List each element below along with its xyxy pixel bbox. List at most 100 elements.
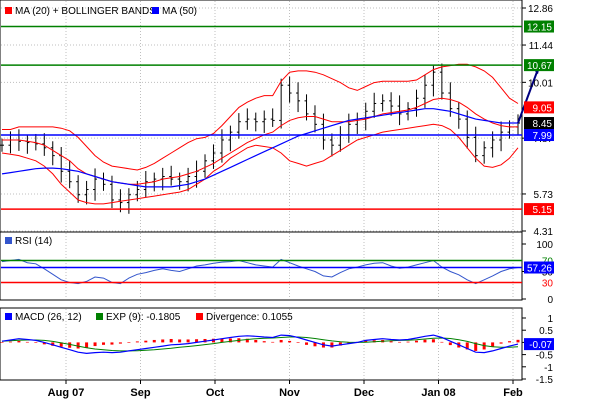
ma20-legend-label: MA (20) + BOLLINGER BANDS — [15, 6, 156, 17]
divergence-bar — [330, 342, 334, 348]
price-legend: MA (20) + BOLLINGER BANDS MA (50) — [5, 6, 197, 17]
price-y-tick-label: 12.86 — [528, 4, 553, 15]
macd-y-tick-label: 0.5 — [539, 326, 553, 337]
divergence-bar — [25, 341, 29, 343]
divergence-bar — [59, 342, 63, 347]
macd-y-tick-label: -1 — [544, 363, 553, 374]
price-level-tag-box — [524, 101, 554, 114]
divergence-bar — [305, 342, 309, 345]
rsi-value-tag-text: 57.26 — [527, 264, 552, 275]
macd-legend-label: MACD (26, 12) — [15, 312, 82, 323]
bollinger-upper-line — [2, 63, 519, 171]
divergence-bar — [220, 338, 224, 343]
ma50-legend-label: MA (50) — [162, 6, 197, 17]
divergence-bar — [152, 339, 156, 343]
divergence-bar — [465, 342, 469, 350]
x-tick-label: Sep — [130, 387, 150, 399]
divergence-bar — [254, 339, 258, 343]
price-y-tick-label: 11.44 — [529, 41, 554, 52]
exp-legend-label: EXP (9): -0.1805 — [106, 312, 181, 323]
divergence-bar — [85, 342, 89, 349]
divergence-bar — [228, 338, 232, 343]
divergence-bar — [389, 341, 393, 343]
macd-legend: MACD (26, 12) EXP (9): -0.1805 Divergenc… — [5, 312, 293, 323]
divergence-bar — [186, 339, 190, 343]
macd-line — [1, 334, 519, 355]
divergence-legend-swatch — [196, 313, 203, 320]
price-level-tag-box — [524, 20, 554, 33]
divergence-bar — [288, 340, 292, 343]
divergence-bar — [313, 342, 317, 347]
divergence-bar — [516, 339, 520, 343]
divergence-bar — [448, 342, 452, 346]
divergence-bar — [431, 339, 435, 343]
ma20-legend-swatch — [5, 7, 12, 14]
rsi-legend: RSI (14) — [5, 236, 52, 247]
price-level-tag-text: 10.67 — [527, 61, 552, 72]
exp-line — [1, 336, 519, 352]
divergence-bar — [144, 340, 148, 343]
x-axis: Aug 07 Sep Oct Nov Dec Jan 08 Feb — [48, 380, 523, 399]
x-tick-label: Oct — [206, 387, 225, 399]
divergence-bar — [93, 342, 97, 347]
divergence-bar — [245, 338, 249, 343]
rsi-legend-label: RSI (14) — [15, 236, 52, 247]
macd-y-tick-label: -1.5 — [536, 375, 554, 386]
x-tick-label: Feb — [503, 387, 523, 399]
price-level-tag-text: 8.45 — [533, 119, 553, 130]
x-tick-label: Nov — [279, 387, 301, 399]
price-level-tag-text: 7.99 — [533, 131, 553, 142]
divergence-bar — [296, 342, 300, 343]
price-level-tag-box — [524, 203, 554, 216]
divergence-legend-label: Divergence: 0.1055 — [206, 312, 293, 323]
divergence-bar — [135, 341, 139, 343]
ma50-line — [1, 108, 518, 188]
price-y-tick-label: 4.31 — [534, 227, 554, 238]
price-level-tag-text: 12.15 — [527, 23, 552, 34]
divergence-bar — [491, 342, 495, 347]
ma50-legend-swatch — [152, 7, 159, 14]
macd-panel: 10.50-0.5-1-1.5-0.07 MACD (26, 12) EXP (… — [0, 307, 554, 386]
divergence-bar — [499, 342, 503, 344]
divergence-bar — [398, 341, 402, 343]
divergence-bar — [279, 339, 283, 343]
divergence-bar — [423, 339, 427, 343]
divergence-bar — [8, 341, 12, 343]
divergence-bar — [508, 341, 512, 343]
divergence-bar — [262, 341, 266, 343]
divergence-bar — [271, 341, 275, 343]
x-tick-label: Dec — [354, 387, 374, 399]
rsi-level-label: 30 — [542, 279, 554, 290]
divergence-bar — [195, 339, 199, 343]
divergence-bar — [42, 342, 46, 345]
macd-y-tick-label: -0.5 — [536, 351, 554, 362]
divergence-bar — [178, 339, 182, 343]
x-tick-label: Aug 07 — [48, 387, 85, 399]
price-level-tag-box — [524, 129, 554, 142]
divergence-bar — [34, 342, 38, 343]
divergence-bar — [161, 339, 165, 343]
divergence-bar — [406, 341, 410, 343]
x-tick-label: Jan 08 — [421, 387, 455, 399]
target-arrow-line — [517, 68, 539, 124]
divergence-bar — [118, 342, 122, 344]
divergence-bar — [110, 342, 114, 345]
price-y-tick-label: 5.73 — [534, 190, 554, 201]
divergence-bar — [17, 340, 21, 343]
rsi-value-tag-box — [524, 261, 554, 274]
price-level-tag-text: 5.15 — [533, 205, 553, 216]
divergence-bar — [68, 342, 72, 348]
divergence-bar — [338, 342, 342, 346]
price-level-tag-text: 9.05 — [533, 103, 553, 114]
price-level-tag-box — [524, 117, 554, 130]
divergence-bar — [414, 340, 418, 343]
macd-value-tag-text: -0.07 — [529, 340, 552, 351]
divergence-bar — [364, 340, 368, 343]
rsi-legend-swatch — [5, 237, 12, 244]
macd-y-tick-label: 1 — [547, 314, 553, 325]
price-panel: 12.8611.4410.017.875.734.3112.1510.679.0… — [0, 0, 554, 238]
rsi-y-tick-label: 0 — [547, 295, 553, 306]
price-level-tag-box — [524, 59, 554, 72]
